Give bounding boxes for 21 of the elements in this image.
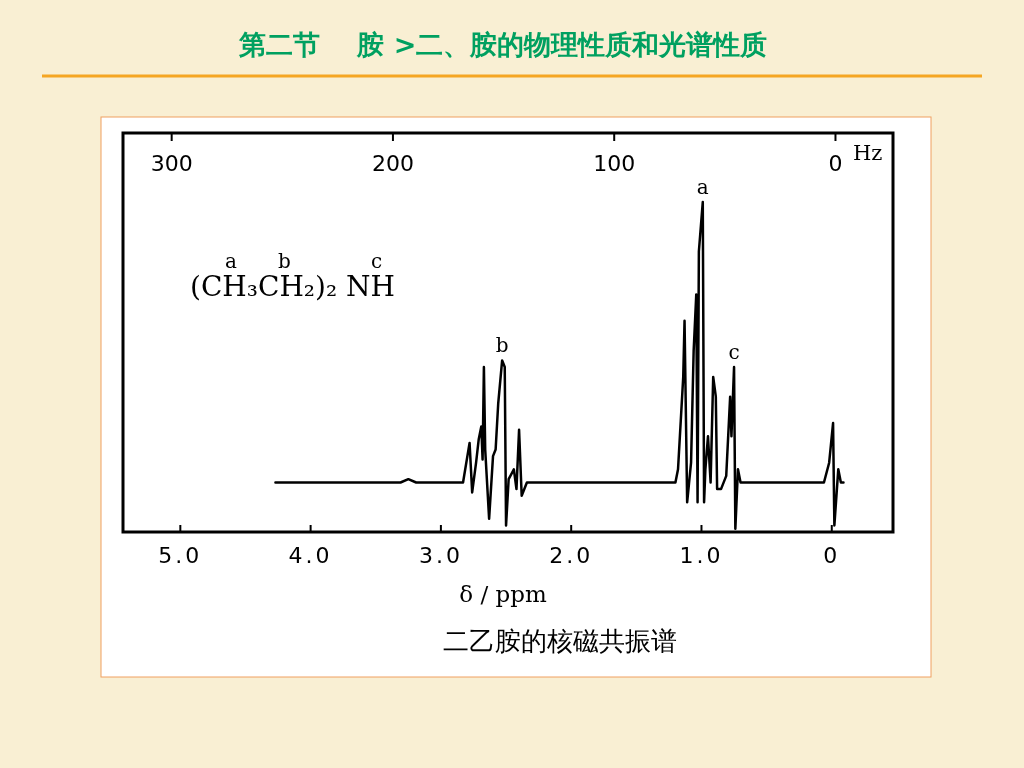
x-tick-label: 5.0 [158, 543, 203, 568]
annotation: c [370, 249, 383, 273]
x-tick-label: 3.0 [418, 543, 463, 568]
x2-axis-title: Hz [853, 141, 883, 165]
annotation: a [225, 249, 238, 273]
chart-title: 第二节 胺 >二、胺的物理性质和光谱性质 [237, 29, 768, 60]
annotation: b [277, 249, 291, 273]
x-tick-label: 4.0 [288, 543, 333, 568]
x-tick-label: 1.0 [679, 543, 724, 568]
text: 二乙胺的核磁共振谱 [443, 626, 677, 656]
annotation: a [696, 175, 709, 199]
annotation: c [728, 340, 740, 364]
x2-tick-label: 100 [593, 151, 636, 176]
x2-tick-label: 0 [828, 151, 843, 176]
x2-tick-label: 200 [371, 151, 414, 176]
x-tick-label: 0 [823, 543, 841, 568]
x-axis-title: δ / ppm [459, 581, 547, 607]
x2-tick-label: 300 [150, 151, 193, 176]
annotation: b [495, 333, 509, 358]
x-tick-label: 2.0 [549, 543, 594, 568]
annotation: (CH₃CH₂)₂ NH [190, 270, 396, 303]
